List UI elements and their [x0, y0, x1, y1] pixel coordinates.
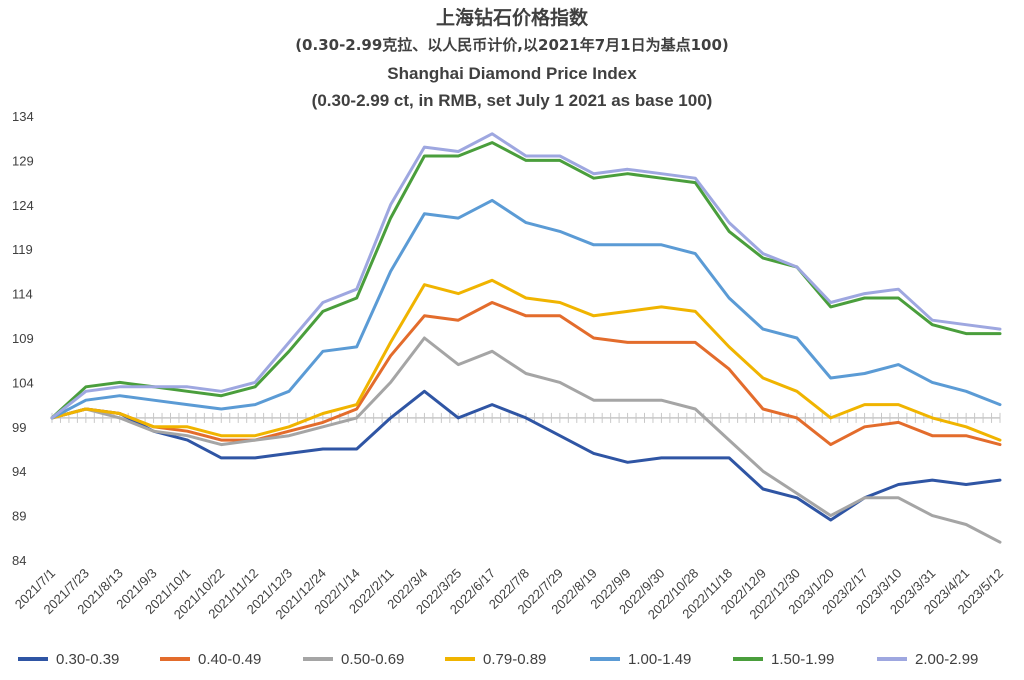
- y-tick-label: 104: [12, 375, 34, 390]
- legend-label: 1.50-1.99: [771, 651, 834, 668]
- x-axis-ticks: 2021/7/12021/7/232021/8/132021/9/32021/1…: [12, 566, 1006, 623]
- series-line-0.40-0.49: [50, 301, 1002, 447]
- legend-label: 0.79-0.89: [483, 651, 546, 668]
- y-tick-label: 109: [12, 331, 34, 346]
- chart-subtitle-zh: (0.30-2.99克拉、以人民币计价,以2021年7月1日为基点100): [295, 36, 729, 54]
- series-line-0.30-0.39: [50, 389, 1002, 522]
- series-line-1.00-1.49: [50, 198, 1002, 420]
- legend-label: 1.00-1.49: [628, 651, 691, 668]
- series-line-0.79-0.89: [50, 278, 1002, 442]
- chart-subtitle-en: (0.30-2.99 ct, in RMB, set July 1 2021 a…: [312, 91, 713, 110]
- chart-title-zh: 上海钻石价格指数: [436, 6, 589, 29]
- legend-label: 0.30-0.39: [56, 651, 119, 668]
- y-tick-label: 84: [12, 553, 26, 568]
- y-tick-label: 94: [12, 464, 26, 479]
- series-lines: [50, 132, 1002, 544]
- legend-label: 0.40-0.49: [198, 651, 261, 668]
- y-tick-label: 124: [12, 198, 34, 213]
- series-line-0.50-0.69: [50, 336, 1002, 544]
- series-line-1.50-1.99: [50, 141, 1002, 420]
- y-tick-label: 129: [12, 153, 34, 168]
- y-tick-label: 99: [12, 420, 26, 435]
- chart-title-en: Shanghai Diamond Price Index: [387, 64, 637, 83]
- y-tick-label: 119: [12, 242, 33, 257]
- y-tick-label: 114: [12, 287, 33, 302]
- y-tick-label: 134: [12, 109, 34, 124]
- y-tick-label: 89: [12, 509, 26, 524]
- y-axis-ticks: 134 129 124 119 114 109 104 99 94 89 84: [12, 109, 34, 568]
- series-line-2.00-2.99: [50, 132, 1002, 420]
- legend-label: 2.00-2.99: [915, 651, 978, 668]
- legend-label: 0.50-0.69: [341, 651, 404, 668]
- legend: 0.30-0.39 0.40-0.49 0.50-0.69 0.79-0.89 1.00…: [18, 651, 978, 668]
